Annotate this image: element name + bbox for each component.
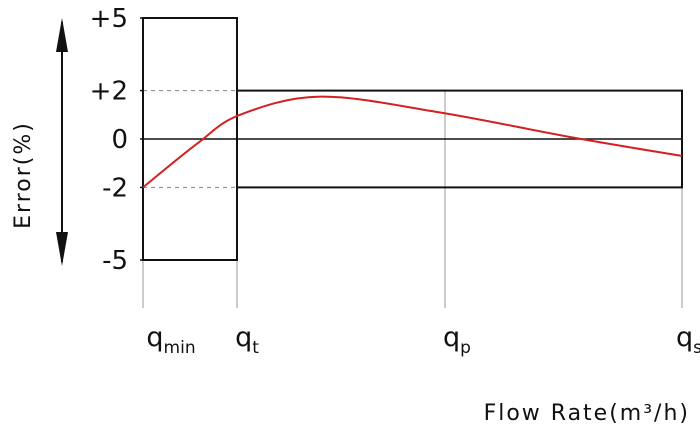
y-axis-label: Error(%) — [11, 121, 36, 229]
x-axis-ticks: qmin qt qp qs — [146, 322, 700, 358]
x-tick-label: qmin — [146, 322, 195, 358]
y-tick-label: +5 — [90, 4, 128, 34]
high-range-limit-box — [236, 89, 683, 189]
x-tick-label: qp — [443, 322, 471, 358]
y-tick-label: 0 — [111, 125, 128, 155]
error-curve-line — [142, 95, 683, 189]
arrow-down-icon — [56, 232, 68, 266]
x-tick-label: qt — [235, 322, 259, 358]
y-tick-label: +2 — [90, 77, 128, 107]
error-curve-series — [142, 95, 683, 189]
x-tick-label: qs — [676, 322, 700, 358]
y-tick-label: -2 — [102, 173, 128, 203]
error-limit-envelope — [142, 17, 683, 261]
grid-lines — [140, 17, 683, 308]
y-tick-label: -5 — [102, 246, 128, 276]
arrow-up-icon — [56, 18, 68, 52]
y-axis-arrow — [56, 18, 68, 266]
y-axis-ticks: +5 +2 0 -2 -5 — [90, 4, 128, 276]
x-axis-label: Flow Rate(m³/h) — [484, 401, 690, 426]
